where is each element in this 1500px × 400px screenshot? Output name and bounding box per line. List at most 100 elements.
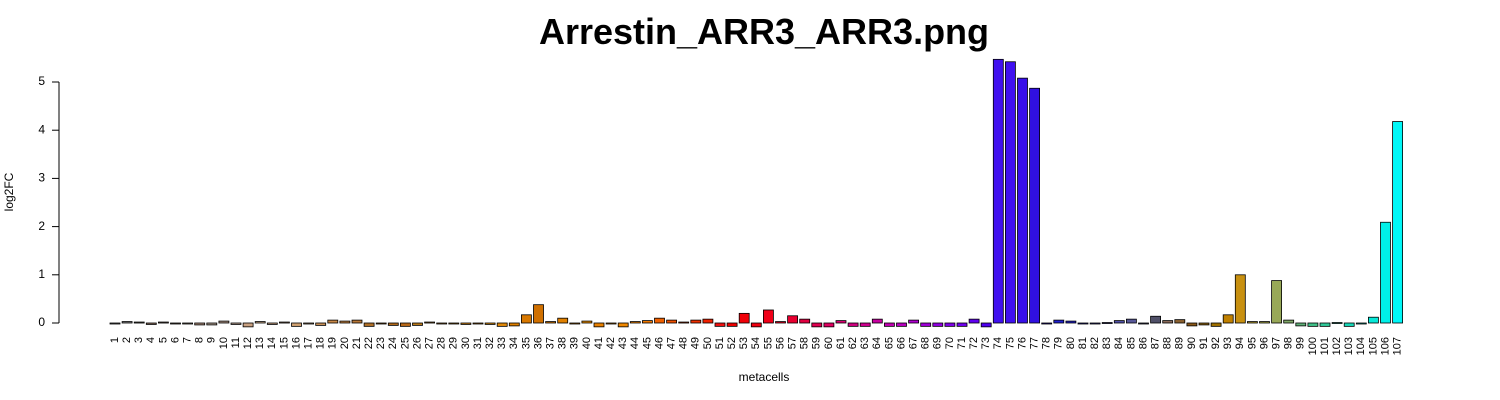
x-tick-label: 42	[605, 337, 617, 349]
bar-35	[521, 314, 532, 324]
bar-43	[617, 322, 629, 328]
x-tick-label: 37	[545, 337, 557, 349]
bar-58	[799, 318, 811, 324]
bar-11	[230, 322, 242, 325]
x-tick-label: 54	[750, 337, 762, 349]
bar-13	[254, 321, 266, 324]
bar-42	[605, 322, 617, 325]
bar-5	[157, 321, 169, 324]
x-tick-label: 47	[666, 337, 678, 349]
bar-82	[1089, 322, 1101, 325]
bar-59	[811, 322, 823, 328]
x-tick-label: 76	[1016, 337, 1028, 349]
x-tick-label: 105	[1367, 337, 1379, 355]
bar-26	[412, 322, 423, 326]
x-tick-label: 11	[230, 337, 242, 348]
x-tick-label: 90	[1186, 337, 1198, 349]
bar-93	[1222, 314, 1234, 324]
bar-78	[1041, 322, 1053, 325]
x-tick-label: 78	[1041, 337, 1053, 349]
bar-23	[375, 322, 387, 325]
bar-41	[593, 322, 605, 328]
bar-4	[145, 322, 157, 325]
bar-33	[496, 322, 508, 327]
x-tick-label: 104	[1355, 337, 1367, 355]
bar-6	[170, 322, 181, 325]
bar-19	[327, 319, 339, 324]
x-tick-label: 99	[1295, 337, 1307, 349]
bar-46	[654, 317, 665, 324]
x-tick-label: 86	[1137, 337, 1149, 349]
bar-1	[109, 322, 121, 325]
x-tick-label: 88	[1162, 337, 1174, 349]
x-tick-label: 12	[242, 337, 254, 349]
y-axis: 0 1 2 3 4 5	[38, 74, 60, 329]
x-tick-label: 70	[944, 337, 956, 349]
bar-67	[908, 319, 919, 324]
bar-17	[303, 322, 315, 325]
x-tick-label: 80	[1065, 337, 1077, 349]
x-tick-label: 8	[194, 337, 206, 343]
bar-49	[690, 319, 702, 324]
bar-105	[1368, 316, 1379, 324]
bar-24	[387, 322, 399, 326]
x-tick-label: 72	[968, 337, 980, 349]
y-tick-label: 5	[38, 74, 45, 88]
bar-81	[1077, 322, 1089, 325]
bar-25	[399, 322, 411, 327]
x-tick-label: 98	[1283, 337, 1295, 349]
bar-57	[787, 315, 798, 324]
chart-title: Arrestin_ARR3_ARR3.png	[539, 11, 989, 52]
x-tick-label: 60	[823, 337, 835, 349]
x-tick-label: 102	[1331, 337, 1343, 355]
bar-32	[484, 322, 496, 325]
bar-14	[266, 322, 278, 325]
bar-9	[206, 322, 218, 326]
bars-group	[109, 58, 1403, 328]
x-tick-label: 100	[1307, 337, 1319, 355]
x-tick-label: 95	[1246, 337, 1258, 349]
bar-71	[956, 322, 968, 327]
bar-18	[315, 322, 327, 326]
x-tick-label: 103	[1343, 337, 1355, 355]
x-tick-label: 92	[1210, 337, 1222, 349]
x-tick-label: 71	[956, 337, 968, 349]
bar-54	[750, 322, 762, 328]
x-tick-label: 6	[169, 337, 181, 343]
bar-7	[182, 322, 194, 325]
x-tick-label: 85	[1125, 337, 1137, 349]
bar-27	[424, 321, 436, 324]
x-tick-label: 32	[484, 337, 496, 349]
bar-63	[859, 322, 871, 327]
bar-87	[1150, 315, 1161, 324]
bar-40	[581, 320, 593, 324]
x-tick-label: 23	[375, 337, 387, 349]
bar-2	[121, 321, 133, 324]
x-tick-label: 63	[859, 337, 871, 349]
bar-28	[436, 322, 448, 325]
bar-21	[351, 319, 363, 324]
x-tick-label: 21	[351, 337, 363, 349]
x-tick-label: 66	[895, 337, 907, 349]
x-tick-label: 38	[557, 337, 569, 349]
x-tick-label: 75	[1004, 337, 1016, 349]
x-tick-label: 1	[109, 337, 121, 343]
bar-45	[642, 320, 653, 324]
x-tick-label: 84	[1113, 337, 1125, 349]
bar-94	[1234, 274, 1246, 324]
x-tick-label: 94	[1234, 337, 1246, 349]
y-tick-label: 3	[38, 171, 45, 185]
bar-44	[629, 321, 641, 324]
bar-68	[920, 322, 932, 327]
bar-47	[666, 319, 677, 324]
x-tick-label: 96	[1258, 337, 1270, 349]
bar-51	[714, 322, 726, 327]
x-tick-label: 13	[254, 337, 266, 349]
x-tick-label: 68	[920, 337, 932, 349]
x-tick-label: 29	[448, 337, 460, 349]
x-tick-label: 79	[1053, 337, 1065, 349]
x-tick-label: 35	[520, 337, 532, 349]
x-tick-label: 31	[472, 337, 484, 349]
bar-34	[508, 322, 520, 327]
bar-55	[763, 309, 774, 324]
